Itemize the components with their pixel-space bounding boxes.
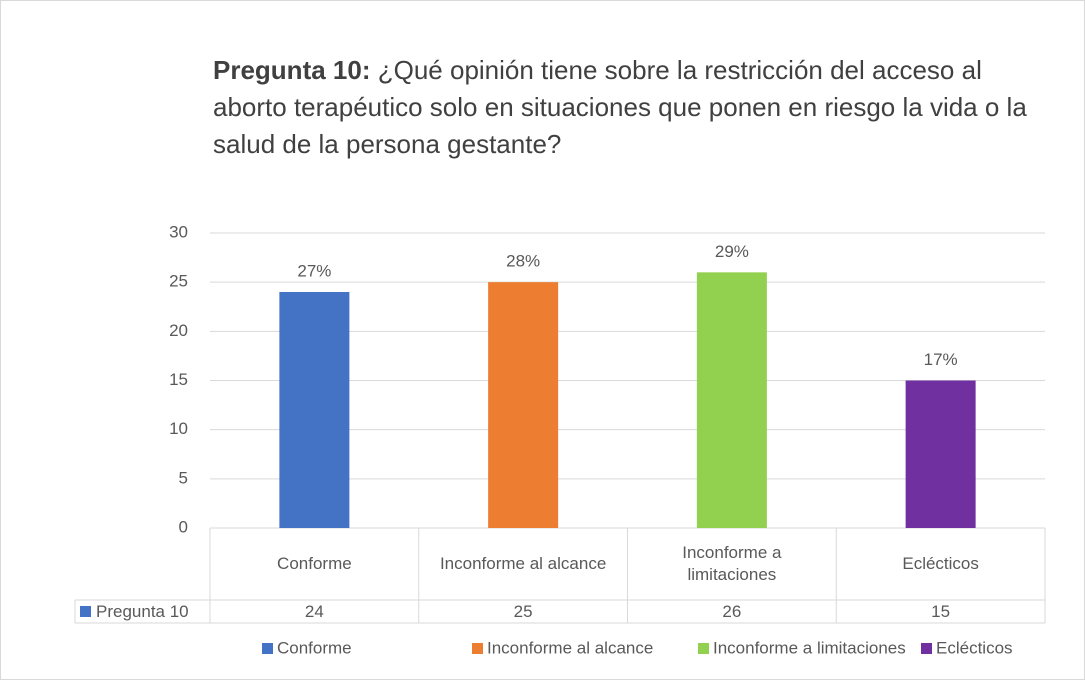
y-tick-label: 25 <box>169 272 188 291</box>
x-tick-label: Inconforme a limitaciones <box>682 543 782 584</box>
table-value: 25 <box>514 602 533 621</box>
title-bold: Pregunta 10: <box>213 55 371 85</box>
bar <box>488 282 559 528</box>
x-tick-label: Eclécticos <box>902 554 979 573</box>
chart-title: Pregunta 10: ¿Qué opinión tiene sobre la… <box>213 52 1043 163</box>
table-value: 15 <box>931 602 950 621</box>
data-label: 29% <box>715 242 749 261</box>
legend-label: Inconforme al alcance <box>487 638 653 657</box>
y-tick-label: 10 <box>169 419 188 438</box>
y-tick-label: 0 <box>179 517 188 536</box>
data-label: 28% <box>506 252 540 271</box>
bar <box>279 292 350 528</box>
y-tick-label: 15 <box>169 370 188 389</box>
legend-label: Conforme <box>277 638 352 657</box>
x-tick-label: Inconforme al alcance <box>439 554 607 573</box>
table-value: 24 <box>305 602 324 621</box>
bar <box>696 272 767 528</box>
x-tick-label: Conforme <box>277 554 352 573</box>
y-tick-label: 30 <box>169 222 188 241</box>
legend-swatch <box>698 643 709 654</box>
data-label: 17% <box>924 350 958 369</box>
bar <box>905 380 976 528</box>
data-label: 27% <box>297 261 331 280</box>
y-tick-label: 20 <box>169 321 188 340</box>
legend-swatch <box>262 643 273 654</box>
table-value: 26 <box>722 602 741 621</box>
table-row-label: Pregunta 10 <box>96 602 189 621</box>
title-text: ¿Qué opinión tiene sobre la restricción … <box>213 55 1027 159</box>
legend-swatch <box>921 643 932 654</box>
legend-swatch <box>472 643 483 654</box>
y-tick-label: 5 <box>179 468 188 487</box>
legend-label: Eclécticos <box>936 638 1013 657</box>
legend-label: Inconforme a limitaciones <box>713 638 906 657</box>
legend-key <box>80 606 91 617</box>
